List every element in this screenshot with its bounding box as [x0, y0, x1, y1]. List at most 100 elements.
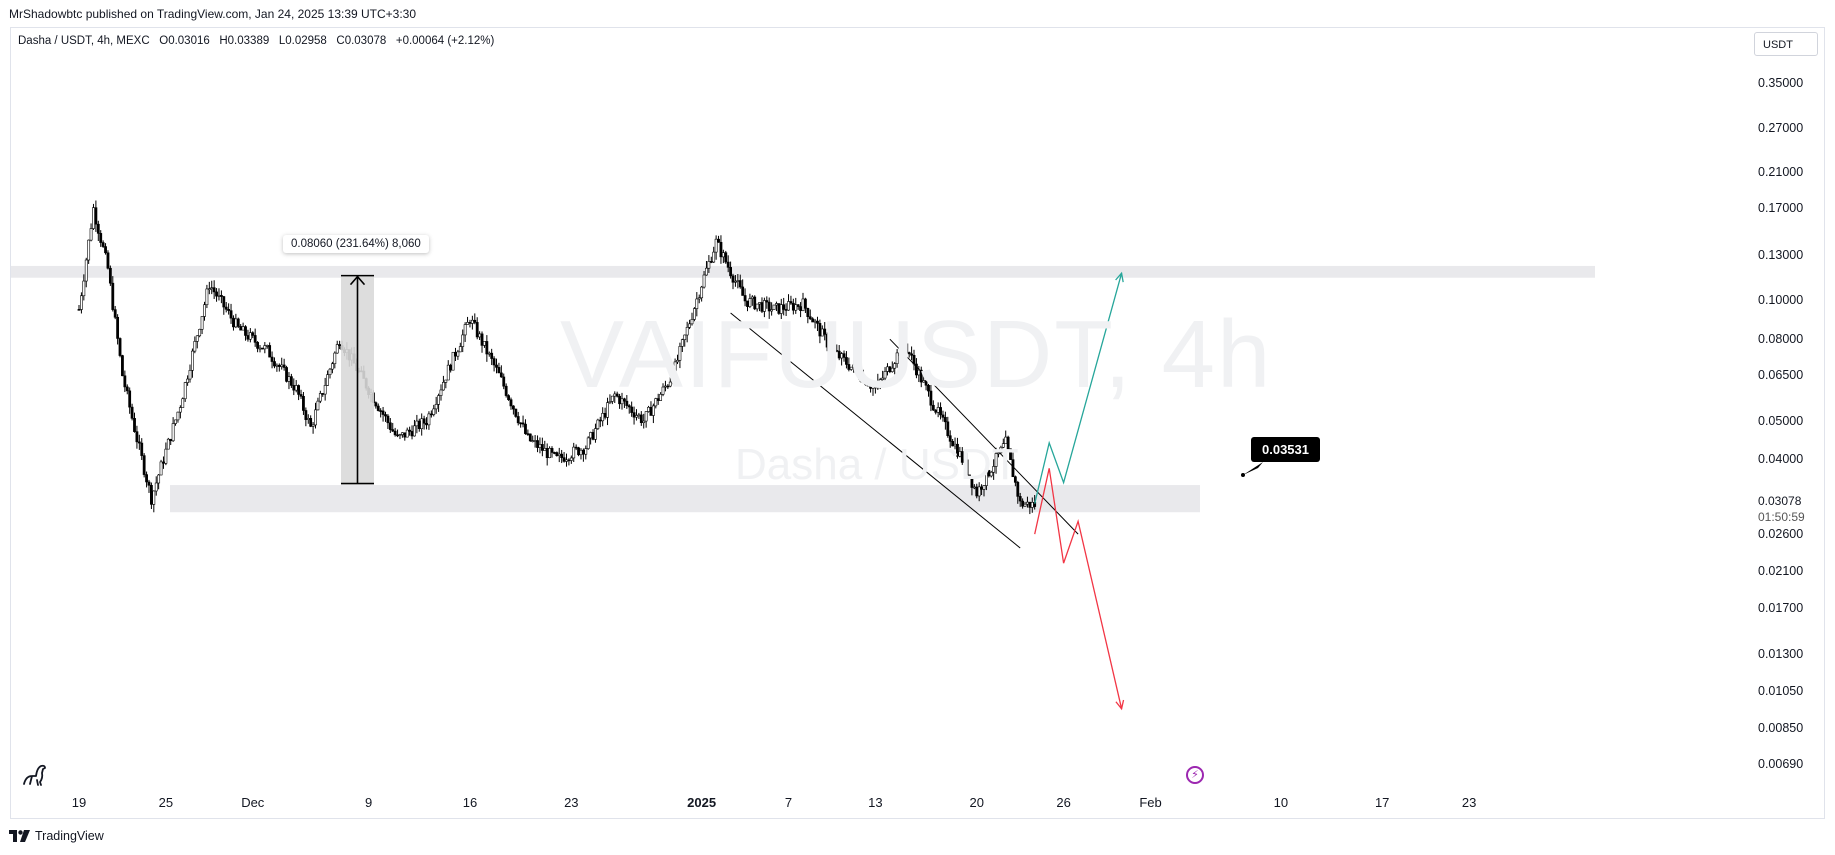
- candle: [84, 257, 88, 288]
- candle: [594, 423, 597, 443]
- legend-symbol[interactable]: Dasha / USDT, 4h, MEXC: [18, 35, 150, 47]
- candle: [186, 375, 190, 386]
- candle: [690, 312, 694, 326]
- time-tick: 2025: [687, 795, 717, 810]
- candle: [509, 397, 513, 410]
- candle: [864, 375, 868, 386]
- time-tick: 20: [969, 795, 984, 810]
- time-tick: 25: [158, 795, 174, 810]
- candle: [796, 304, 800, 310]
- price-tick: 0.27000: [1758, 121, 1804, 136]
- candle: [101, 240, 105, 248]
- candle: [644, 411, 648, 428]
- candle: [437, 393, 440, 412]
- candle: [569, 455, 573, 464]
- pair-watermark: Dasha / USDT: [735, 440, 1019, 489]
- candle: [181, 397, 185, 408]
- candle: [420, 413, 424, 436]
- candle: [627, 404, 631, 414]
- candle: [289, 373, 293, 388]
- candle: [630, 401, 634, 417]
- candle: [335, 340, 339, 354]
- candle: [610, 395, 614, 405]
- candle: [992, 459, 996, 480]
- candle: [142, 453, 146, 478]
- candle: [915, 358, 918, 379]
- candle: [442, 375, 445, 391]
- candle: [929, 384, 933, 412]
- candle: [485, 335, 489, 362]
- candle: [741, 279, 745, 296]
- candle: [157, 474, 161, 490]
- candle: [572, 442, 576, 463]
- candle: [178, 405, 182, 419]
- bullish-projection[interactable]: [1034, 273, 1123, 504]
- candle: [854, 364, 858, 373]
- time-tick: 7: [784, 795, 793, 810]
- currency-button[interactable]: USDT: [1754, 32, 1818, 56]
- candle: [405, 427, 409, 438]
- price-tick: 0.02600: [1758, 527, 1804, 542]
- candle: [227, 303, 231, 315]
- candle: [729, 261, 733, 279]
- candle: [176, 411, 180, 423]
- candle: [1016, 480, 1020, 504]
- price-tick: 0.17000: [1758, 201, 1804, 216]
- time-tick: Feb: [1139, 795, 1162, 810]
- candle: [1021, 498, 1025, 509]
- candle: [606, 397, 609, 426]
- candle: [842, 350, 846, 362]
- candle: [273, 357, 276, 369]
- time-axis[interactable]: 19 25 Dec 9 16 23 2025 7 13 20 26 Feb 10 17 23: [10, 795, 1750, 815]
- candle: [878, 377, 882, 390]
- price-axis[interactable]: 0.35000 0.27000 0.21000 0.17000 0.13000 0.100…: [1750, 60, 1830, 780]
- candle: [311, 422, 315, 434]
- candle: [302, 392, 305, 415]
- support-zone[interactable]: [170, 485, 1200, 513]
- candle: [193, 336, 197, 354]
- candle: [323, 377, 327, 401]
- candle: [490, 348, 494, 366]
- candle: [651, 403, 655, 424]
- candle: [108, 265, 112, 286]
- candle: [219, 290, 223, 304]
- bearish-projection[interactable]: [1034, 468, 1123, 709]
- channel-upper-line[interactable]: [889, 338, 1079, 535]
- candle: [1018, 492, 1022, 507]
- candle: [849, 366, 853, 371]
- candle: [338, 340, 342, 350]
- candle: [140, 438, 144, 460]
- legend-high: H0.03389: [219, 35, 270, 47]
- candle: [659, 392, 663, 401]
- channel-lower-line[interactable]: [730, 312, 1021, 549]
- candle: [330, 361, 334, 374]
- lightning-icon[interactable]: ⚡: [1186, 766, 1204, 784]
- candle: [174, 419, 177, 426]
- candle: [828, 340, 831, 356]
- candle: [673, 358, 677, 383]
- candle: [82, 274, 86, 301]
- candle: [941, 410, 945, 422]
- candle: [133, 412, 136, 433]
- chart-frame: [10, 27, 1825, 819]
- candle: [731, 273, 735, 290]
- candle: [685, 321, 689, 343]
- price-tick: 0.06500: [1758, 368, 1804, 383]
- candle: [154, 476, 158, 496]
- footer-brand[interactable]: TradingView: [35, 829, 104, 843]
- price-callout[interactable]: 0.03531: [1251, 437, 1320, 462]
- candle: [881, 370, 885, 383]
- candle: [222, 295, 226, 315]
- candle: [473, 313, 477, 325]
- candle: [328, 367, 332, 379]
- resistance-zone[interactable]: [10, 265, 1595, 278]
- candle: [919, 366, 923, 388]
- candle: [104, 243, 107, 255]
- candle: [910, 346, 914, 361]
- candle: [384, 411, 387, 422]
- candle: [205, 284, 209, 309]
- candle: [99, 230, 103, 247]
- legend-open: O0.03016: [159, 35, 210, 47]
- legend-close: C0.03078: [336, 35, 387, 47]
